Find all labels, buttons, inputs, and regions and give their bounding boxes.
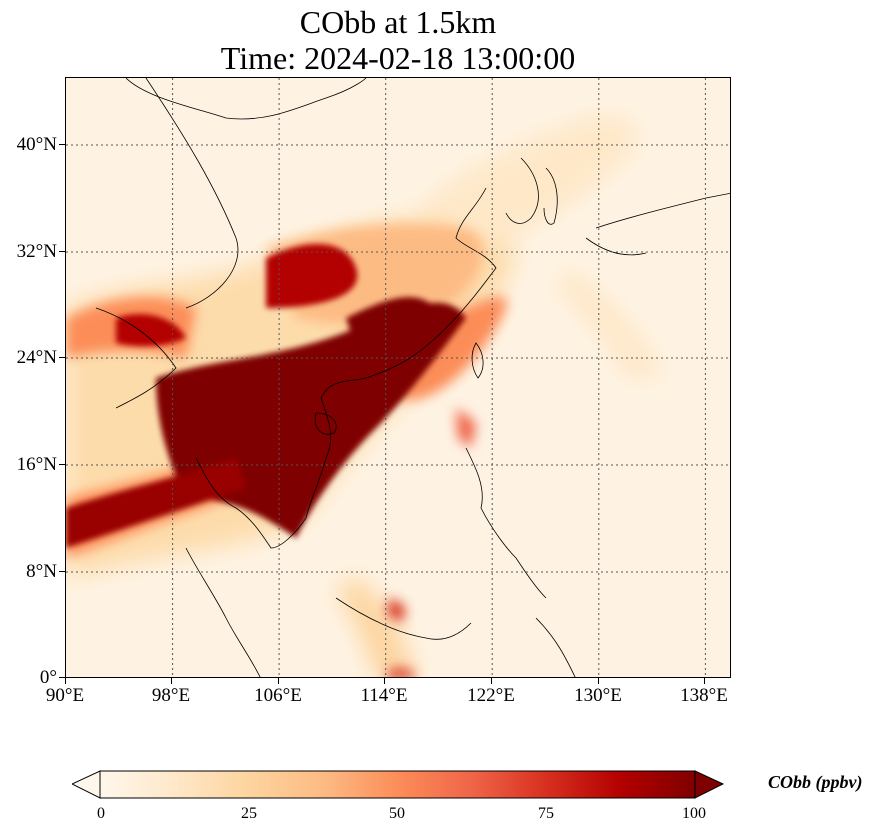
title-line-2: Time: 2024-02-18 13:00:00 [220,40,576,76]
colorbar-tick-label: 25 [241,805,257,822]
lon-tickmark [491,678,492,684]
lat-tick-label: 24°N [16,347,57,368]
map-panel [65,77,731,678]
lat-tick-label: 8°N [26,561,57,582]
colorbar-tick-label: 50 [389,805,405,822]
lon-tickmark [171,678,172,684]
lon-tick-label: 122°E [467,685,515,706]
lon-tickmark [704,678,705,684]
lat-tickmark [59,677,65,678]
lat-tickmark [59,357,65,358]
lon-tick-label: 114°E [360,685,408,706]
lon-tickmark [65,678,66,684]
lon-tick-label: 90°E [45,685,85,706]
lon-tick-label: 130°E [574,685,622,706]
colorbar-tick-label: 100 [682,805,706,822]
lat-tick-label: 0° [39,667,57,688]
map-title: CObb at 1.5km Time: 2024-02-18 13:00:00 [65,4,731,76]
lat-tickmark [59,251,65,252]
lon-tickmark [278,678,279,684]
colorbar-tick-label: 75 [538,805,554,822]
map-canvas [66,78,730,677]
colorbar-tick-label: 0 [97,805,105,822]
lon-tickmark [598,678,599,684]
plume-core [66,244,466,548]
colorbar-gradient [99,770,696,799]
gridlines [66,78,730,677]
lat-tick-label: 16°N [16,454,57,475]
lat-tick-label: 32°N [16,241,57,262]
lon-tickmark [384,678,385,684]
title-line-1: CObb at 1.5km [299,4,497,40]
lon-tick-label: 138°E [680,685,728,706]
lat-tick-label: 40°N [16,134,57,155]
lat-tickmark [59,571,65,572]
lat-tickmark [59,144,65,145]
colorbar-label: CObb (ppbv) [768,772,863,792]
colorbar [72,770,724,799]
lon-tick-label: 106°E [254,685,302,706]
colorbar-min-extend [72,770,101,799]
lon-tick-label: 98°E [151,685,191,706]
colorbar-max-extend [694,770,724,799]
lat-tickmark [59,464,65,465]
coastlines [95,78,730,677]
